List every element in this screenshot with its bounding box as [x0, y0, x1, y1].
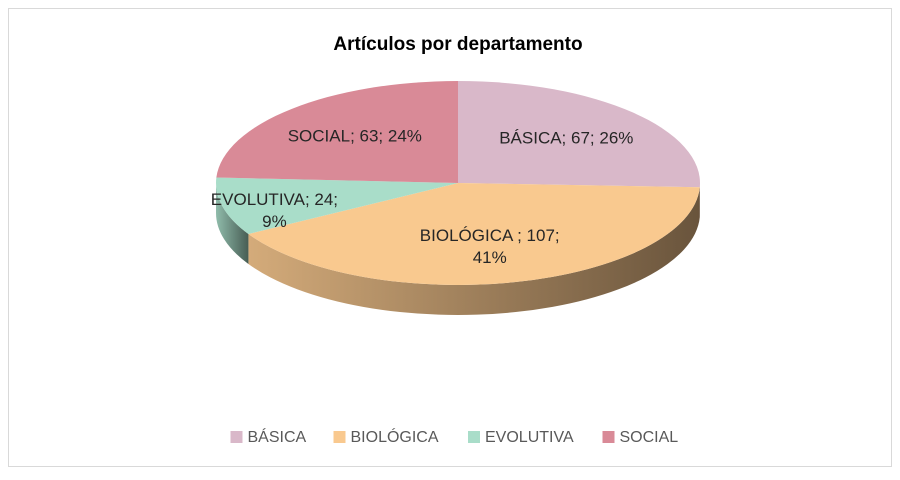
- data-label: BIOLÓGICA ; 107;: [420, 226, 560, 245]
- data-label: 41%: [473, 248, 507, 267]
- legend-swatch: [231, 431, 243, 443]
- legend-swatch: [603, 431, 615, 443]
- legend-label: BIOLÓGICA: [351, 427, 439, 446]
- chart-title: Artículos por departamento: [333, 34, 582, 55]
- legend-label: EVOLUTIVA: [485, 429, 574, 446]
- data-label: 9%: [262, 212, 287, 231]
- legend-swatch: [334, 431, 346, 443]
- legend-label: BÁSICA: [248, 427, 307, 446]
- legend-label: SOCIAL: [620, 429, 679, 446]
- data-label: BÁSICA; 67; 26%: [499, 129, 633, 148]
- legend-swatch: [468, 431, 480, 443]
- data-label: SOCIAL; 63; 24%: [288, 127, 422, 146]
- data-label: EVOLUTIVA; 24;: [211, 190, 338, 209]
